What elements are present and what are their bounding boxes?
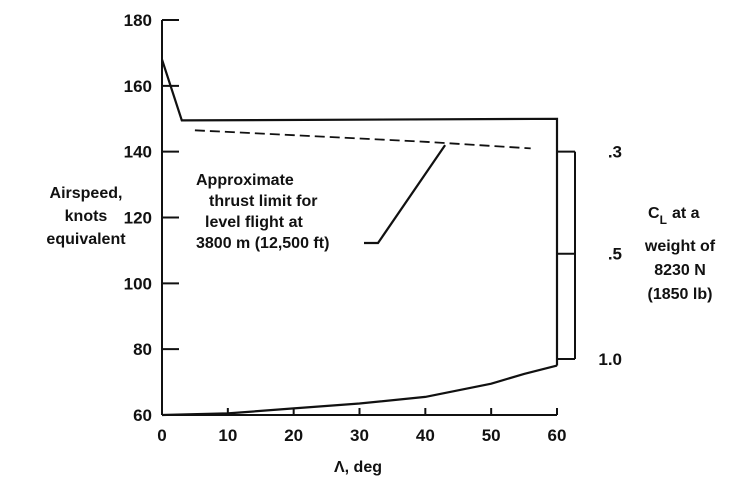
y-tick-label: 160 (124, 77, 152, 96)
thrust-limit-dashed-line (194, 129, 531, 150)
right-axis-title-line-2: weight of (644, 238, 716, 255)
y-tick-label: 100 (124, 274, 152, 293)
labels: Airspeed, knots equivalent Λ, deg Approx… (46, 172, 715, 476)
y-tick-label: 140 (124, 143, 152, 162)
airspeed-boundary-line-2 (161, 364, 558, 417)
annotation-line-1: Approximate (196, 172, 294, 189)
x-tick-label: 50 (482, 426, 501, 445)
annotation-line-4: 3800 m (12,500 ft) (196, 235, 329, 252)
annotation-line-2: thrust limit for (209, 193, 317, 210)
right-axis-title-symbol: CL (648, 205, 667, 227)
x-tick-label: 40 (416, 426, 435, 445)
annotation-line-3: level flight at (205, 214, 303, 231)
airspeed-boundary-line-1 (160, 59, 559, 366)
right-axis-title-line-3: 8230 N (654, 262, 706, 279)
cl-tick-label: 1.0 (598, 350, 622, 369)
annotation-leader-line (364, 144, 447, 245)
x-axis-label: Λ, deg (334, 459, 382, 476)
x-tick-label: 30 (350, 426, 369, 445)
y-axis-label-line-3: equivalent (46, 231, 126, 248)
axes: 60 80 100 120 140 160 180 0 10 20 30 40 50 60 .3 .5 1.0 (124, 11, 622, 445)
plot-lines (160, 59, 559, 417)
y-tick-label: 60 (133, 406, 152, 425)
y-tick-label: 180 (124, 11, 152, 30)
cl-tick-label: .3 (608, 143, 622, 162)
x-tick-label: 10 (218, 426, 237, 445)
x-tick-label: 20 (284, 426, 303, 445)
x-tick-label: 0 (157, 426, 166, 445)
right-axis-title-line-4: (1850 lb) (648, 286, 713, 303)
y-tick-label: 80 (133, 340, 152, 359)
cl-tick-label: .5 (608, 245, 622, 264)
y-axis-label-line-1: Airspeed, (50, 185, 123, 202)
y-axis-label-line-2: knots (65, 208, 108, 225)
y-tick-label: 120 (124, 209, 152, 228)
x-tick-label: 60 (548, 426, 567, 445)
right-axis-title-line-1: at a (672, 205, 700, 222)
